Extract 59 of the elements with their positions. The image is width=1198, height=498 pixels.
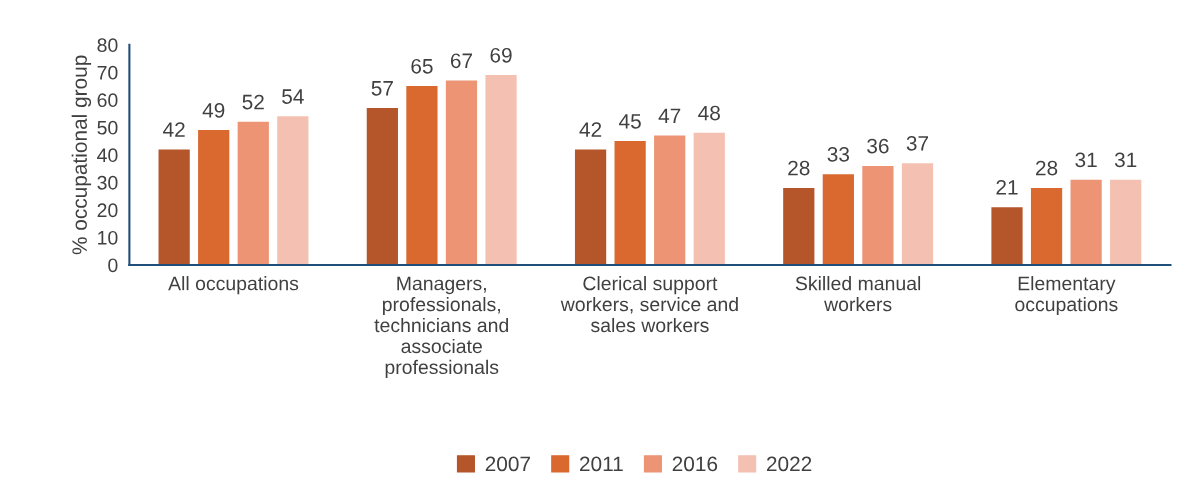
legend-label: 2011	[580, 456, 623, 472]
bar	[277, 116, 309, 265]
data-label: 52	[242, 94, 264, 110]
legend-label: 2022	[766, 456, 812, 472]
bar	[445, 80, 478, 265]
bar	[574, 149, 607, 265]
data-label: 42	[579, 122, 602, 137]
bar	[901, 163, 934, 265]
data-label: 31	[1114, 152, 1137, 168]
bar	[198, 130, 230, 265]
bar	[654, 135, 686, 265]
data-label: 67	[450, 53, 473, 69]
y-tick-label: 40	[97, 148, 118, 163]
data-label: 47	[658, 108, 681, 123]
bar	[366, 108, 398, 265]
bar	[991, 207, 1023, 265]
data-label: 21	[996, 179, 1018, 195]
x-tick-label: Skilled manual workers	[795, 276, 921, 312]
data-label: 57	[371, 81, 393, 96]
y-tick-label: 30	[97, 175, 118, 190]
x-tick-label: Managers, professionals, technicians and associate professionals	[374, 276, 509, 378]
bar	[693, 132, 725, 265]
data-label: 33	[827, 146, 850, 162]
y-tick-label: 50	[97, 120, 118, 135]
data-label: 37	[906, 135, 929, 151]
data-label: 28	[788, 160, 810, 176]
bar	[783, 187, 815, 265]
data-label: 42	[163, 122, 185, 137]
bar	[485, 75, 517, 265]
data-label: 28	[1036, 160, 1058, 176]
bar	[406, 86, 438, 265]
y-tick-label: 20	[97, 203, 118, 218]
bar	[822, 174, 854, 265]
data-label: 48	[698, 105, 720, 121]
x-tick-label: All occupations	[168, 276, 299, 295]
bar	[158, 149, 190, 265]
data-label: 45	[619, 114, 641, 129]
legend-label: 2007	[485, 456, 530, 472]
y-tick-label: 70	[97, 65, 118, 80]
data-label: 54	[282, 89, 304, 104]
x-tick-label: Elementary occupations	[1015, 276, 1118, 316]
bar	[862, 165, 894, 265]
data-label: 31	[1075, 152, 1097, 168]
y-tick-label: 10	[98, 230, 118, 245]
y-tick-label: 0	[108, 258, 118, 273]
x-tick-label: Clerical support workers, service and sales workers	[560, 276, 738, 333]
legend-label: 2016	[672, 456, 718, 472]
data-label: 49	[202, 102, 225, 118]
data-label: 69	[490, 47, 512, 63]
y-tick-label: 60	[97, 93, 118, 108]
bar	[1030, 187, 1063, 265]
bar	[614, 141, 646, 265]
data-label: 36	[867, 138, 889, 154]
bar	[237, 121, 269, 265]
y-axis-title: % occupational group	[71, 55, 92, 255]
bar	[1070, 179, 1102, 265]
y-tick-label: 80	[97, 38, 118, 53]
data-label: 65	[411, 58, 433, 74]
bar	[1110, 179, 1142, 265]
